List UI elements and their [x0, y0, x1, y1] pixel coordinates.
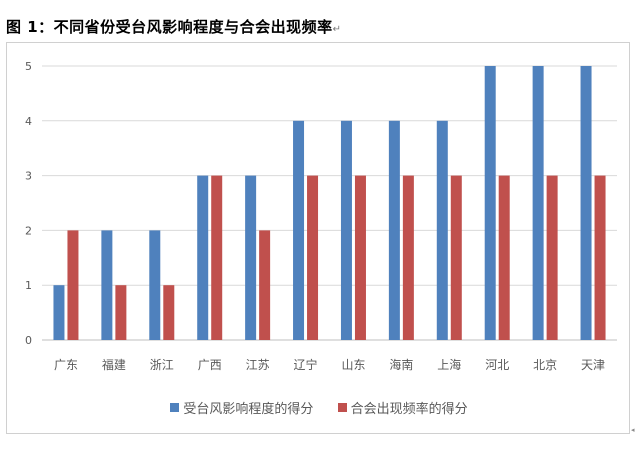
bar-福建-series-2 [115, 285, 127, 340]
x-category-label: 浙江 [150, 358, 174, 372]
bar-河北-series-2 [498, 175, 510, 340]
bar-广东-series-2 [67, 230, 79, 340]
bar-江苏-series-1 [245, 175, 257, 340]
y-tick-label: 4 [25, 115, 32, 128]
x-category-label: 河北 [485, 358, 509, 372]
bar-北京-series-1 [532, 66, 544, 340]
bar-海南-series-2 [402, 175, 414, 340]
paragraph-mark-icon: ↵ [332, 24, 342, 35]
legend-swatch-series-2 [337, 403, 347, 412]
y-tick-label: 1 [25, 279, 32, 292]
bar-上海-series-1 [436, 120, 448, 340]
x-category-label: 江苏 [246, 358, 270, 372]
bar-辽宁-series-2 [307, 175, 319, 340]
corner-mark-icon: ◂ [631, 426, 635, 434]
bar-上海-series-2 [450, 175, 462, 340]
x-category-label: 海南 [389, 357, 413, 372]
bar-天津-series-2 [594, 175, 606, 340]
chart-title: 图 1：不同省份受台风影响程度与合会出现频率↵ [6, 16, 342, 37]
bar-山东-series-1 [340, 120, 352, 340]
bar-浙江-series-2 [163, 285, 175, 340]
legend-item-series-2: 合会出现频率的得分 [337, 398, 468, 417]
y-tick-label: 2 [25, 224, 32, 237]
y-axis-ticks: 0 1 2 3 4 5 [25, 60, 32, 347]
bar-山东-series-2 [354, 175, 366, 340]
bar-河北-series-1 [484, 66, 496, 340]
x-category-label: 辽宁 [294, 357, 318, 372]
bar-广西-series-2 [211, 175, 223, 340]
x-category-label: 广东 [54, 358, 78, 372]
bar-福建-series-1 [101, 230, 113, 340]
y-tick-label: 5 [25, 60, 32, 73]
legend: 受台风影响程度的得分 合会出现频率的得分 [0, 398, 638, 417]
bar-浙江-series-1 [149, 230, 161, 340]
y-tick-label: 0 [25, 334, 32, 347]
x-axis-categories: 广东 福建 浙江 广西 江苏 辽宁 山东 海南 上海 河北 北京 天津 [54, 357, 605, 372]
chart-title-text: 图 1：不同省份受台风影响程度与合会出现频率 [6, 18, 333, 36]
x-category-label: 天津 [581, 358, 605, 372]
bar-海南-series-1 [388, 120, 400, 340]
bar-北京-series-2 [546, 175, 558, 340]
bar-广东-series-1 [53, 285, 65, 340]
bar-天津-series-1 [580, 66, 592, 340]
legend-label-series-1: 受台风影响程度的得分 [183, 402, 314, 417]
bar-江苏-series-2 [259, 230, 271, 340]
x-category-label: 广西 [198, 358, 222, 372]
x-category-label: 北京 [533, 358, 557, 372]
legend-swatch-series-1 [170, 403, 180, 412]
legend-label-series-2: 合会出现频率的得分 [350, 402, 468, 417]
x-category-label: 山东 [341, 358, 365, 372]
bars [53, 66, 606, 340]
x-category-label: 福建 [102, 357, 126, 372]
bar-辽宁-series-1 [293, 120, 305, 340]
x-category-label: 上海 [437, 357, 461, 372]
y-tick-label: 3 [25, 170, 32, 183]
bar-广西-series-1 [197, 175, 209, 340]
legend-item-series-1: 受台风影响程度的得分 [170, 398, 313, 417]
gridlines [42, 65, 617, 341]
